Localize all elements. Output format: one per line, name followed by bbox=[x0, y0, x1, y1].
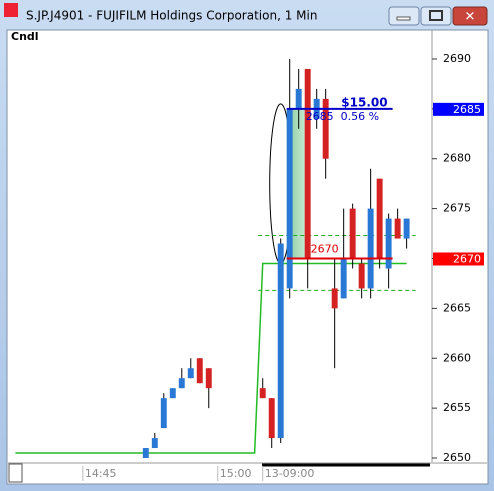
minimize-button[interactable] bbox=[388, 6, 420, 26]
candle-body bbox=[367, 208, 374, 289]
candle-body bbox=[394, 218, 401, 239]
maximize-button[interactable] bbox=[420, 6, 452, 26]
maximize-icon bbox=[429, 10, 443, 21]
window-icon bbox=[4, 3, 18, 17]
candle-body bbox=[349, 208, 356, 259]
price-tag bbox=[433, 102, 484, 116]
candle-body bbox=[304, 68, 311, 259]
candle-body bbox=[160, 398, 167, 429]
candle-body bbox=[403, 218, 410, 239]
candle-body bbox=[142, 448, 149, 459]
minimize-icon bbox=[396, 16, 411, 21]
price-tag-label: 2670 bbox=[453, 252, 481, 265]
candle-body bbox=[358, 263, 365, 289]
price-tag-label: 2685 bbox=[453, 103, 481, 116]
candle-body bbox=[187, 368, 194, 379]
window-title: S.JP.J4901 - FUJIFILM Holdings Corporati… bbox=[26, 9, 317, 23]
candle-body bbox=[151, 438, 158, 449]
candle-body bbox=[268, 398, 275, 439]
x-tick-label: 14:45 bbox=[85, 467, 117, 480]
close-button[interactable] bbox=[452, 6, 488, 26]
candle-body bbox=[196, 358, 203, 384]
measure-amount: $15.00 bbox=[341, 95, 387, 109]
y-tick-label: 2655 bbox=[443, 401, 471, 414]
x-tick-label: 13-09:00 bbox=[265, 467, 315, 480]
y-tick-label: 2660 bbox=[443, 351, 471, 364]
candle-body bbox=[322, 98, 329, 159]
y-tick-label: 2650 bbox=[443, 451, 471, 464]
chart-area bbox=[6, 29, 489, 485]
candle-body bbox=[259, 388, 266, 399]
y-tick-label: 2665 bbox=[443, 301, 471, 314]
y-tick-label: 2690 bbox=[443, 52, 471, 65]
candle-body bbox=[331, 288, 338, 309]
candle-body bbox=[340, 258, 347, 299]
y-tick-label: 2680 bbox=[443, 152, 471, 165]
close-icon: ✕ bbox=[465, 10, 476, 25]
scroll-box[interactable] bbox=[8, 463, 23, 483]
measure-label: 2685 0.56 % bbox=[306, 110, 379, 123]
candle-body bbox=[385, 218, 392, 269]
candle-body bbox=[277, 243, 284, 439]
candle-body bbox=[376, 178, 383, 259]
x-tick-label: 15:00 bbox=[220, 467, 252, 480]
candle-body bbox=[286, 108, 293, 289]
y-tick-label: 2675 bbox=[443, 202, 471, 215]
chart-label: Cndl bbox=[11, 30, 39, 43]
candle-body bbox=[295, 88, 302, 109]
candle-body bbox=[178, 378, 185, 389]
price-tag bbox=[433, 252, 484, 266]
candle-body bbox=[169, 388, 176, 399]
candle-body bbox=[205, 368, 212, 389]
measure-from-label: 2670 bbox=[311, 242, 339, 255]
